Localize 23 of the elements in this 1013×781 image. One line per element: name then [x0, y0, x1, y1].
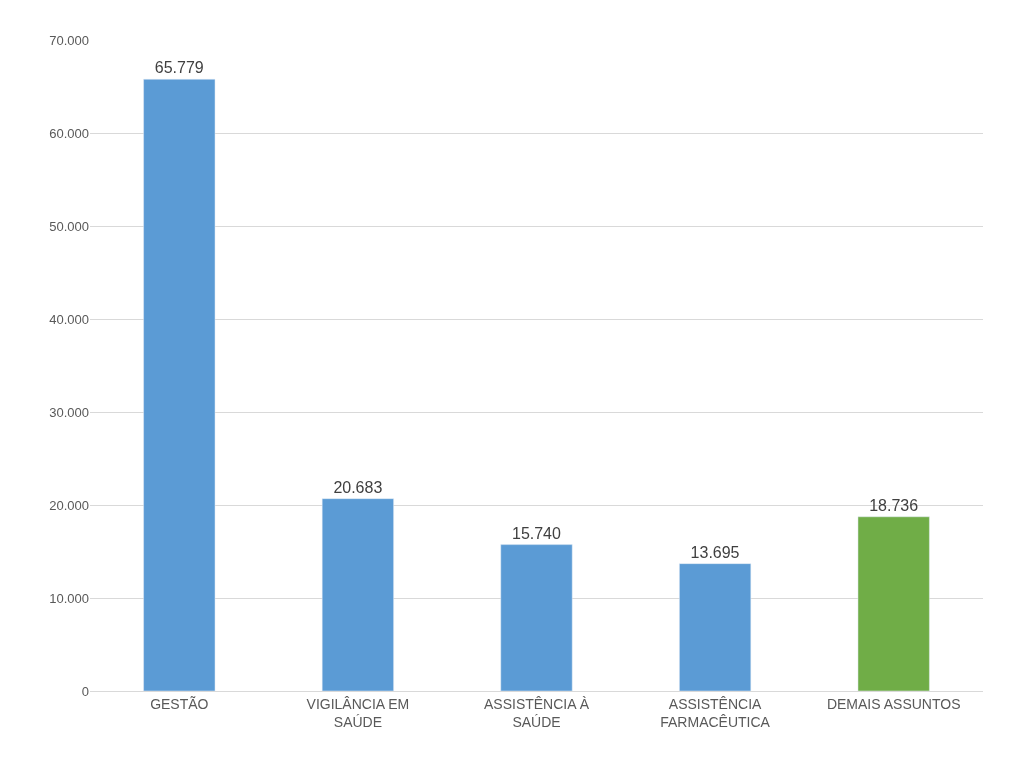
x-tick-label: GESTÃO	[150, 695, 209, 712]
y-tick-label: 50.000	[49, 218, 89, 234]
bar	[321, 498, 394, 691]
y-tick-label: 0	[81, 683, 89, 699]
data-label: 15.740	[511, 524, 562, 542]
x-tick-label: ASSISTÊNCIA À SAÚDE	[483, 695, 590, 730]
x-tick-label: ASSISTÊNCIA FARMACÊUTICA	[660, 695, 771, 730]
y-tick-label: 20.000	[49, 497, 89, 513]
bar	[143, 79, 216, 691]
data-label: 13.695	[690, 543, 740, 561]
x-tick-label: DEMAIS ASSUNTOS	[826, 695, 961, 712]
bar	[500, 544, 573, 691]
y-tick-label: 30.000	[49, 404, 89, 420]
x-tick-label: VIGILÂNCIA EM SAÚDE	[306, 695, 410, 730]
y-tick-label: 70.000	[49, 32, 89, 48]
bar	[857, 516, 930, 691]
y-tick-label: 40.000	[49, 311, 89, 327]
data-label: 20.683	[333, 478, 383, 496]
data-label: 65.779	[154, 59, 204, 77]
data-label: 18.736	[869, 496, 919, 514]
bar	[679, 563, 752, 691]
y-tick-label: 10.000	[49, 590, 89, 606]
y-tick-label: 60.000	[49, 125, 89, 141]
